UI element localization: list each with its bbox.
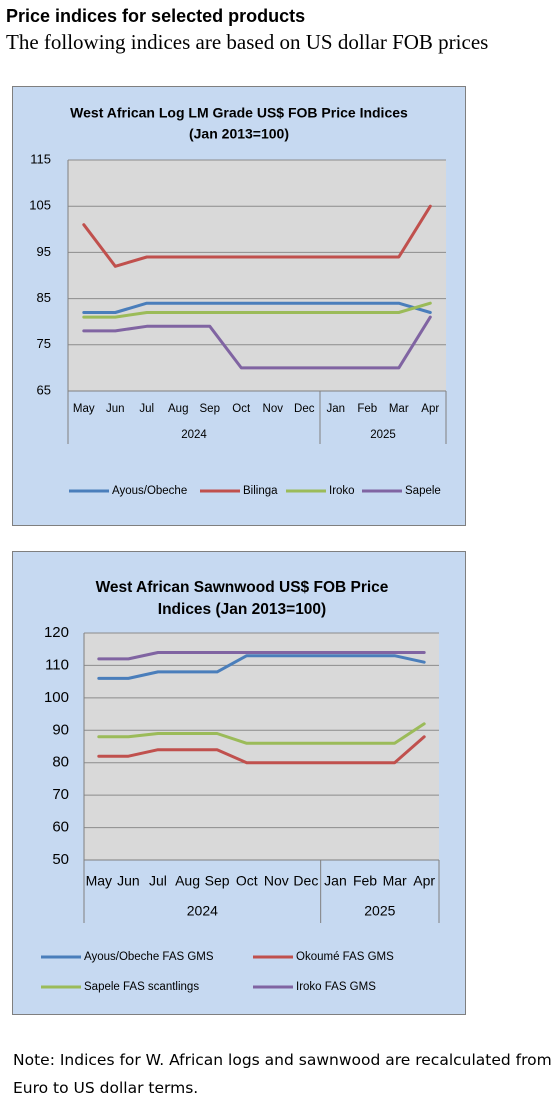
page-subtitle: The following indices are based on US do… xyxy=(6,30,489,54)
x-tick-label: May xyxy=(73,403,95,415)
x-tick-label: Dec xyxy=(293,873,318,889)
note-text: Note: Indices for W. African logs and sa… xyxy=(13,1051,552,1097)
legend-label: Bilinga xyxy=(243,485,278,497)
x-tick-label: Nov xyxy=(263,403,284,415)
log-price-chart-svg: West African Log LM Grade US$ FOB Price … xyxy=(29,105,447,497)
page-title: Price indices for selected products xyxy=(6,6,306,26)
x-tick-label: Aug xyxy=(175,873,200,889)
x-tick-label: Mar xyxy=(389,403,409,415)
x-tick-label: Jul xyxy=(139,403,154,415)
legend-label: Iroko FAS GMS xyxy=(296,981,376,993)
y-tick-label: 65 xyxy=(37,382,51,397)
y-tick-label: 75 xyxy=(37,336,51,351)
chart-title-line: West African Log LM Grade US$ FOB Price … xyxy=(70,105,408,121)
x-tick-label: Oct xyxy=(236,873,258,889)
series-line xyxy=(97,722,426,745)
legend-label: Ayous/Obeche xyxy=(112,485,187,497)
x-tick-label: Jun xyxy=(117,873,140,889)
sawnwood-price-chart-svg: West African Sawnwood US$ FOB Price Indic… xyxy=(41,579,440,993)
legend-label: Sapele FAS scantlings xyxy=(84,981,199,993)
y-tick-label: 105 xyxy=(29,198,51,213)
x-tick-label: Jan xyxy=(326,403,345,415)
x-tick-label: Feb xyxy=(357,403,377,415)
legend-label: Sapele xyxy=(405,485,441,497)
y-tick-label: 90 xyxy=(52,721,69,738)
x-tick-label: Feb xyxy=(353,873,377,889)
legend-label: Okoumé FAS GMS xyxy=(296,951,394,963)
year-label: 2025 xyxy=(370,429,396,441)
x-tick-label: Nov xyxy=(264,873,289,889)
x-tick-label: Jul xyxy=(149,873,167,889)
x-tick-label: Jun xyxy=(106,403,125,415)
y-tick-label: 100 xyxy=(44,689,69,706)
y-tick-label: 85 xyxy=(37,290,51,305)
x-tick-label: Mar xyxy=(383,873,407,889)
y-tick-label: 70 xyxy=(52,786,69,803)
y-tick-label: 115 xyxy=(30,151,51,166)
chart-title-line: West African Sawnwood US$ FOB Price xyxy=(96,579,389,596)
x-tick-label: Sep xyxy=(200,403,220,415)
year-label: 2025 xyxy=(364,903,395,919)
series-line xyxy=(82,204,432,268)
legend-label: Iroko xyxy=(329,485,355,497)
series-line xyxy=(97,651,426,661)
chart-title-line: Indices (Jan 2013=100) xyxy=(158,601,326,618)
series-line xyxy=(97,735,426,765)
series-line xyxy=(97,654,426,680)
plot-area xyxy=(84,633,439,860)
chart-title-line: (Jan 2013=100) xyxy=(189,126,289,142)
series-line xyxy=(82,301,432,314)
sawnwood-price-chart: West African Sawnwood US$ FOB Price Indic… xyxy=(12,551,466,1015)
y-tick-label: 50 xyxy=(52,851,69,868)
year-label: 2024 xyxy=(181,429,207,441)
legend-label: Ayous/Obeche FAS GMS xyxy=(84,951,214,963)
y-tick-label: 95 xyxy=(37,244,51,259)
y-tick-label: 80 xyxy=(52,754,69,771)
x-tick-label: Dec xyxy=(294,403,315,415)
x-tick-label: Aug xyxy=(168,403,188,415)
series-line xyxy=(82,301,432,319)
x-tick-label: Jan xyxy=(324,873,347,889)
x-tick-label: Apr xyxy=(421,403,439,415)
log-price-chart: West African Log LM Grade US$ FOB Price … xyxy=(12,86,466,526)
x-tick-label: Sep xyxy=(205,873,230,889)
x-tick-label: Oct xyxy=(232,403,251,415)
plot-area xyxy=(68,160,446,391)
y-tick-label: 110 xyxy=(45,656,69,673)
x-tick-label: May xyxy=(86,873,112,889)
year-label: 2024 xyxy=(187,903,218,919)
y-tick-label: 60 xyxy=(52,819,69,836)
series-line xyxy=(82,315,432,370)
x-tick-label: Apr xyxy=(413,873,435,889)
y-tick-label: 120 xyxy=(44,624,69,641)
